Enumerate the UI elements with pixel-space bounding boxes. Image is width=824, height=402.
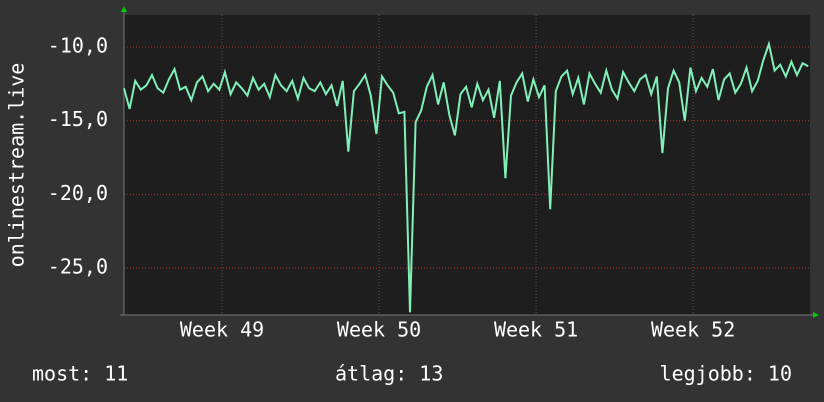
axis-arrow — [813, 312, 819, 318]
stat-best: legjobb: 10 — [660, 362, 792, 386]
x-tick-label: Week 49 — [180, 318, 264, 342]
y-tick-label: -15,0 — [48, 107, 108, 131]
y-tick-label: -25,0 — [48, 255, 108, 279]
data-line — [123, 40, 809, 313]
stat-average: átlag: 13 — [335, 362, 443, 386]
x-tick-label: Week 51 — [494, 318, 578, 342]
x-tick-label: Week 50 — [337, 318, 421, 342]
y-axis-label: onlinestream.live — [5, 63, 29, 268]
x-tick-label: Week 52 — [651, 318, 735, 342]
stat-current: most: 11 — [32, 362, 128, 386]
y-tick-label: -20,0 — [48, 181, 108, 205]
plot-area — [124, 15, 810, 315]
y-tick-label: -10,0 — [48, 33, 108, 57]
axis-arrow — [121, 6, 127, 12]
